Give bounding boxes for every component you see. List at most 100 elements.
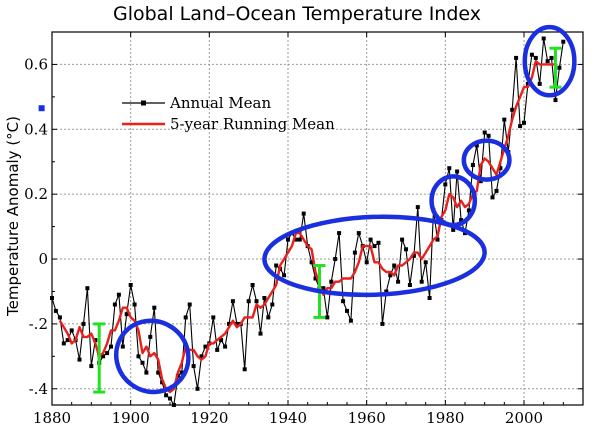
annual-mean-point [93, 338, 98, 343]
annual-mean-point [498, 166, 503, 171]
annual-mean-point [510, 107, 515, 112]
x-tick-label: 1940 [269, 409, 307, 427]
annual-mean-point [160, 380, 165, 385]
annual-mean-point [514, 55, 519, 60]
annual-mean-point [242, 367, 247, 372]
annual-mean-point [541, 36, 546, 41]
annual-mean-line [51, 38, 564, 407]
annual-mean-point [140, 360, 145, 365]
annual-mean-point [297, 237, 302, 242]
annual-mean-point [187, 302, 192, 307]
annual-mean-point [345, 308, 349, 313]
annual-mean-point [85, 286, 90, 291]
annual-mean-point [128, 283, 133, 287]
plot-frame [51, 31, 584, 406]
x-tick-label: 1920 [190, 409, 228, 427]
annual-mean-point [191, 364, 196, 369]
annual-mean-point [419, 279, 424, 284]
annual-mean-point [411, 253, 416, 258]
highlight-circle [429, 174, 478, 228]
annual-mean-point [486, 133, 491, 138]
annual-mean-point [266, 315, 271, 320]
annual-mean-point [250, 283, 255, 287]
annual-mean-point [466, 208, 471, 213]
annual-mean-point [348, 318, 353, 323]
annual-mean-point [282, 273, 287, 278]
annual-mean-point [286, 237, 290, 242]
annual-mean-point [494, 188, 499, 193]
annual-mean-point [313, 276, 318, 281]
annual-mean-point [415, 205, 420, 210]
annual-mean-point [352, 250, 357, 255]
annual-mean-point [77, 357, 82, 362]
annual-mean-point [470, 163, 475, 167]
annual-mean-point [482, 130, 487, 135]
annual-mean-point [341, 299, 346, 304]
annual-mean-point [301, 211, 306, 216]
annual-mean-point [136, 354, 141, 359]
annual-mean-point [132, 302, 137, 307]
annual-mean-point [89, 364, 94, 369]
annual-mean-point [502, 117, 507, 122]
legend-annual-marker [141, 100, 146, 106]
annual-mean-point [211, 315, 216, 320]
x-tick-label: 2000 [505, 409, 543, 427]
annual-mean-point [337, 231, 342, 236]
annual-mean-point [215, 347, 220, 352]
annual-mean-point [223, 344, 228, 349]
annual-mean-point [388, 273, 393, 278]
annual-mean-point [380, 321, 385, 326]
highlight-circle [262, 214, 487, 298]
annual-mean-point [101, 354, 106, 359]
annual-mean-point [164, 393, 169, 398]
annual-mean-point [293, 237, 298, 242]
annual-mean-point [116, 292, 121, 297]
annual-mean-point [144, 370, 149, 375]
annual-mean-point [376, 240, 381, 245]
annual-mean-point [427, 296, 432, 300]
annual-mean-point [50, 296, 54, 300]
y-tick-label: 0.2 [24, 185, 48, 203]
blue-mark [38, 105, 45, 112]
annual-mean-point [321, 286, 326, 291]
annual-mean-point [553, 98, 558, 103]
annual-mean-point [447, 166, 452, 171]
annual-mean-point [246, 299, 251, 304]
annual-mean-point [262, 296, 267, 300]
annual-mean-point [274, 263, 279, 268]
x-tick-label: 1960 [348, 409, 386, 427]
annual-mean-point [112, 302, 117, 307]
annual-mean-point [392, 263, 397, 268]
annual-mean-point [423, 260, 428, 265]
annual-mean-point [529, 52, 534, 57]
annual-mean-point [53, 308, 58, 313]
series [50, 36, 566, 407]
annual-mean-point [120, 344, 125, 349]
annual-mean-point [490, 195, 495, 200]
highlight-circle [113, 318, 191, 395]
chart-title: Global Land–Ocean Temperature Index [113, 3, 481, 25]
annual-mean-point [124, 312, 129, 317]
highlight-circle [461, 138, 512, 182]
annual-mean-point [396, 279, 401, 284]
annual-mean-point [537, 81, 542, 86]
legend: Annual Mean 5-year Running Mean [122, 94, 335, 133]
annual-mean-point [518, 124, 523, 129]
annual-mean-point [533, 55, 538, 60]
annual-mean-point [404, 247, 408, 252]
annual-mean-point [459, 218, 464, 223]
annual-mean-point [234, 321, 239, 326]
annual-mean-point [400, 237, 405, 242]
annual-mean-point [230, 299, 235, 304]
annual-mean-point [65, 338, 70, 343]
y-axis-label: Temperature Anomaly (°C) [4, 116, 22, 317]
annual-mean-point [199, 354, 204, 359]
annual-mean-point [61, 341, 66, 346]
annual-mean-point [372, 244, 377, 249]
annual-mean-point [561, 39, 566, 44]
y-tick-label: 0.6 [24, 55, 48, 73]
annual-mean-point [325, 315, 330, 320]
annual-mean-point [368, 237, 373, 242]
annual-mean-point [455, 169, 460, 174]
